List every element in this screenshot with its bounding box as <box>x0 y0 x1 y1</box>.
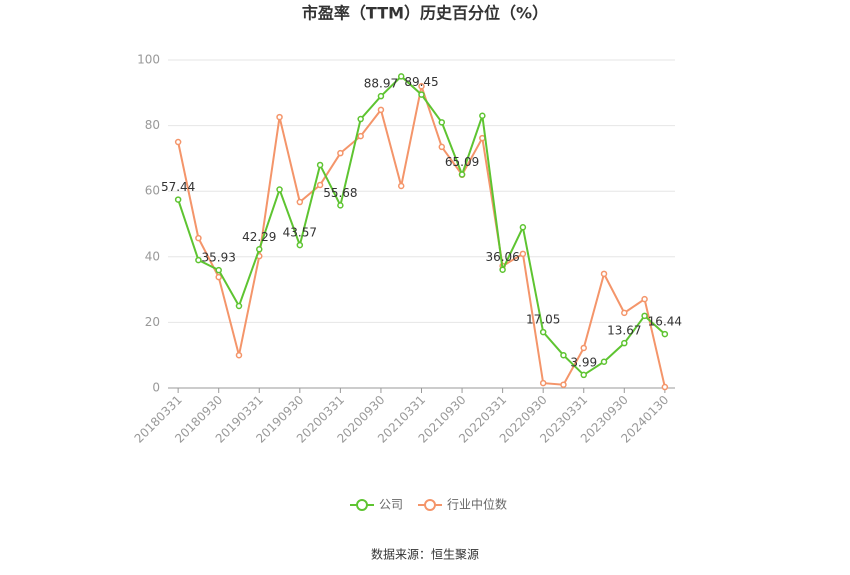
legend-label: 公司 <box>379 498 403 512</box>
point <box>276 113 283 121</box>
point <box>438 143 446 151</box>
data-label: 17.05 <box>526 313 560 327</box>
point <box>235 351 243 359</box>
point <box>174 196 182 203</box>
point <box>337 149 344 157</box>
point <box>539 379 547 387</box>
point <box>357 132 364 140</box>
data-label: 88.97 <box>364 77 398 91</box>
point <box>256 246 263 253</box>
point <box>438 119 446 126</box>
point <box>539 328 547 336</box>
y-tick-label: 100 <box>137 53 160 67</box>
point <box>600 270 608 278</box>
source: 数据来源：恒生聚源 <box>371 547 479 562</box>
point <box>377 106 385 114</box>
y-tick-label: 60 <box>145 184 160 198</box>
point <box>661 330 669 338</box>
point <box>418 91 425 98</box>
point <box>316 181 324 189</box>
point <box>560 381 567 388</box>
point <box>195 256 202 264</box>
point <box>174 138 182 146</box>
point <box>357 115 364 123</box>
point <box>519 224 527 231</box>
point <box>560 351 567 359</box>
chart-title: 市盈率（TTM）历史百分位（%） <box>302 4 548 23</box>
data-label: 13.67 <box>607 324 641 338</box>
data-label: 36.06 <box>485 250 519 264</box>
data-label: 43.57 <box>283 226 317 240</box>
data-label: 57.44 <box>161 180 195 194</box>
data-label: 89.45 <box>404 75 438 89</box>
point <box>418 82 425 90</box>
data-label: 65.09 <box>445 155 479 169</box>
point <box>296 198 304 206</box>
point <box>479 112 486 120</box>
point <box>580 371 587 379</box>
point <box>296 241 304 249</box>
point <box>397 182 405 190</box>
point <box>397 73 405 80</box>
point <box>621 339 628 347</box>
point <box>641 312 648 320</box>
legend-label: 行业中位数 <box>447 497 507 512</box>
point <box>235 302 243 310</box>
y-tick-label: 20 <box>145 315 160 329</box>
legend-marker <box>356 499 368 511</box>
point <box>195 234 202 242</box>
y-tick-label: 40 <box>145 249 160 263</box>
point <box>580 344 587 352</box>
point <box>458 171 466 178</box>
y-tick-label: 0 <box>152 381 160 395</box>
point <box>499 266 506 273</box>
point <box>600 358 608 366</box>
series-line <box>177 75 666 377</box>
data-label: 55.68 <box>323 186 357 200</box>
point <box>641 295 648 303</box>
point <box>337 202 344 209</box>
point <box>215 273 222 281</box>
data-label: 16.44 <box>648 315 682 329</box>
point <box>316 161 324 169</box>
data-label: 42.29 <box>242 230 276 244</box>
point <box>276 186 283 193</box>
data-label: 35.93 <box>202 251 236 265</box>
point <box>621 309 628 317</box>
y-tick-label: 80 <box>145 118 160 132</box>
data-label: 3.99 <box>570 355 597 369</box>
point <box>377 92 385 100</box>
point <box>215 266 222 274</box>
point <box>661 383 669 391</box>
point <box>519 250 527 258</box>
legend-marker <box>424 499 436 511</box>
